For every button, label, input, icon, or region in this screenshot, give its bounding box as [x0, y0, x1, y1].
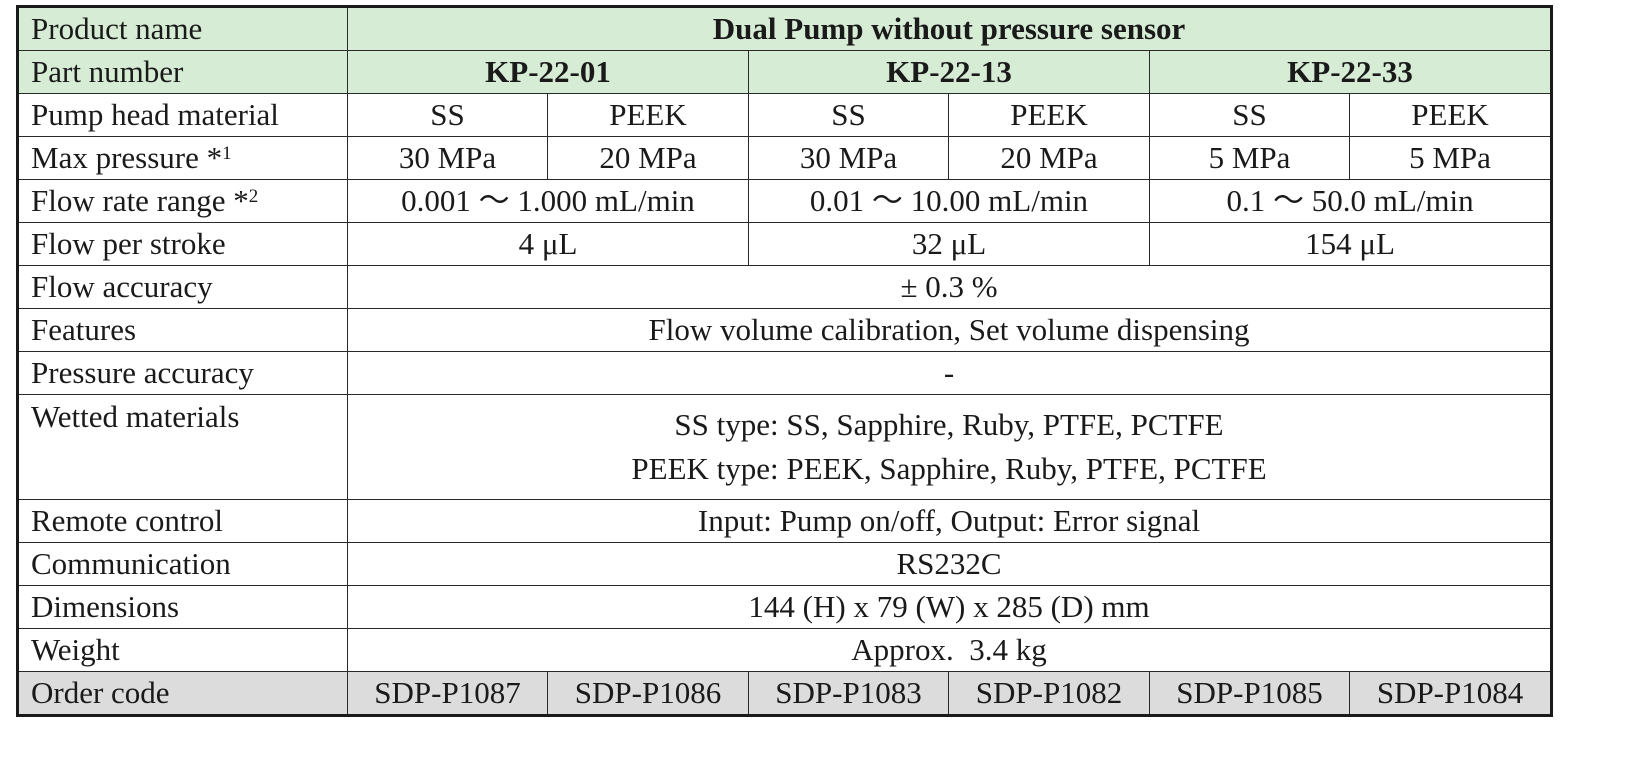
row-communication: Communication RS232C	[17, 541, 1553, 586]
remote-control-label: Remote control	[17, 498, 348, 543]
row-weight: Weight Approx. 3.4 kg	[17, 627, 1553, 672]
row-dimensions: Dimensions 144 (H) x 79 (W) x 285 (D) mm	[17, 584, 1553, 629]
remote-control-value: Input: Pump on/off, Output: Error signal	[346, 498, 1553, 543]
wetted-materials-line: SS type: SS, Sapphire, Ruby, PTFE, PCTFE	[674, 406, 1224, 442]
max-pressure-cell: 30 MPa	[347, 136, 548, 181]
max-pressure-cell: 5 MPa	[1149, 136, 1350, 181]
pump-head-material-cell: SS	[1149, 93, 1350, 138]
spec-table: Product name Dual Pump without pressure …	[16, 5, 1554, 717]
wetted-materials-label: Wetted materials	[17, 394, 348, 500]
pump-head-material-cell: PEEK	[948, 93, 1150, 138]
part-number-cell: KP-22-33	[1148, 50, 1553, 95]
row-product-name: Product name Dual Pump without pressure …	[17, 5, 1553, 52]
weight-value: Approx. 3.4 kg	[346, 627, 1553, 672]
flow-per-stroke-cell: 154 μL	[1148, 222, 1553, 267]
weight-label: Weight	[17, 627, 348, 672]
max-pressure-label-text: Max pressure *	[31, 140, 223, 176]
row-pump-head-material: Pump head material SS PEEK SS PEEK SS PE…	[17, 93, 1553, 138]
part-number-cell: KP-22-13	[748, 50, 1150, 95]
max-pressure-cell: 5 MPa	[1348, 136, 1553, 181]
dimensions-label: Dimensions	[17, 584, 348, 629]
pump-head-material-cell: SS	[347, 93, 548, 138]
flow-accuracy-label: Flow accuracy	[17, 265, 348, 310]
flow-rate-range-label-text: Flow rate range *	[31, 183, 249, 219]
row-pressure-accuracy: Pressure accuracy -	[17, 351, 1553, 396]
product-name-label: Product name	[17, 5, 348, 52]
dimensions-value: 144 (H) x 79 (W) x 285 (D) mm	[346, 584, 1553, 629]
part-number-cell: KP-22-01	[347, 50, 749, 95]
max-pressure-cell: 20 MPa	[547, 136, 749, 181]
max-pressure-cell: 20 MPa	[948, 136, 1150, 181]
row-flow-per-stroke: Flow per stroke 4 μL 32 μL 154 μL	[17, 222, 1553, 267]
pressure-accuracy-value: -	[346, 351, 1553, 396]
order-code-cell: SDP-P1086	[547, 670, 749, 717]
flow-rate-range-cell: 0.01 〜 10.00 mL/min	[748, 179, 1150, 224]
row-flow-rate-range: Flow rate range *2 0.001 〜 1.000 mL/min …	[17, 179, 1553, 224]
pump-head-material-cell: PEEK	[1348, 93, 1553, 138]
part-number-label: Part number	[17, 50, 348, 95]
order-code-cell: SDP-P1083	[748, 670, 949, 717]
flow-rate-range-cell: 0.1 〜 50.0 mL/min	[1148, 179, 1553, 224]
order-code-label: Order code	[17, 670, 348, 717]
max-pressure-cell: 30 MPa	[748, 136, 949, 181]
communication-value: RS232C	[346, 541, 1553, 586]
flow-per-stroke-cell: 32 μL	[748, 222, 1150, 267]
flow-rate-range-cell: 0.001 〜 1.000 mL/min	[347, 179, 749, 224]
row-wetted-materials: Wetted materials SS type: SS, Sapphire, …	[17, 394, 1553, 500]
row-remote-control: Remote control Input: Pump on/off, Outpu…	[17, 498, 1553, 543]
pressure-accuracy-label: Pressure accuracy	[17, 351, 348, 396]
features-value: Flow volume calibration, Set volume disp…	[346, 308, 1553, 353]
flow-rate-range-label: Flow rate range *2	[17, 179, 348, 224]
wetted-materials-value: SS type: SS, Sapphire, Ruby, PTFE, PCTFE…	[346, 394, 1553, 500]
order-code-cell: SDP-P1087	[347, 670, 548, 717]
flow-per-stroke-label: Flow per stroke	[17, 222, 348, 267]
order-code-cell: SDP-P1082	[948, 670, 1150, 717]
flow-accuracy-value: ± 0.3 %	[346, 265, 1553, 310]
flow-per-stroke-cell: 4 μL	[347, 222, 749, 267]
pump-head-material-cell: SS	[748, 93, 949, 138]
product-name-value: Dual Pump without pressure sensor	[346, 5, 1553, 52]
max-pressure-label: Max pressure *1	[17, 136, 348, 181]
footnote-marker: 2	[248, 186, 259, 208]
wetted-materials-line: PEEK type: PEEK, Sapphire, Ruby, PTFE, P…	[631, 450, 1267, 486]
features-label: Features	[17, 308, 348, 353]
pump-head-material-cell: PEEK	[547, 93, 749, 138]
order-code-cell: SDP-P1084	[1348, 670, 1553, 717]
row-max-pressure: Max pressure *1 30 MPa 20 MPa 30 MPa 20 …	[17, 136, 1553, 181]
pump-head-material-label: Pump head material	[17, 93, 348, 138]
footnote-marker: 1	[222, 143, 232, 165]
row-flow-accuracy: Flow accuracy ± 0.3 %	[17, 265, 1553, 310]
row-order-code: Order code SDP-P1087 SDP-P1086 SDP-P1083…	[17, 670, 1553, 717]
row-features: Features Flow volume calibration, Set vo…	[17, 308, 1553, 353]
communication-label: Communication	[17, 541, 348, 586]
row-part-number: Part number KP-22-01 KP-22-13 KP-22-33	[17, 50, 1553, 95]
order-code-cell: SDP-P1085	[1149, 670, 1350, 717]
